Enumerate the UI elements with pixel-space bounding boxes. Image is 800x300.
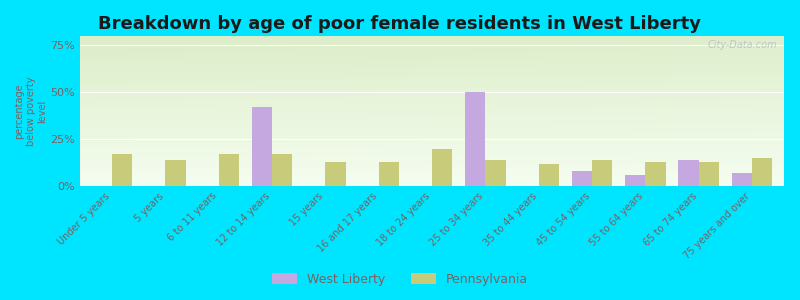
Bar <box>272 154 292 186</box>
Bar <box>378 162 399 186</box>
Bar <box>592 160 612 186</box>
Y-axis label: percentage
below poverty
level: percentage below poverty level <box>14 76 48 146</box>
Legend: West Liberty, Pennsylvania: West Liberty, Pennsylvania <box>267 268 533 291</box>
Bar <box>698 162 719 186</box>
Text: Breakdown by age of poor female residents in West Liberty: Breakdown by age of poor female resident… <box>98 15 702 33</box>
Bar <box>326 162 346 186</box>
Bar <box>486 160 506 186</box>
Bar <box>432 148 452 186</box>
Text: City-Data.com: City-Data.com <box>707 40 777 50</box>
Bar <box>218 154 239 186</box>
Bar <box>252 107 272 186</box>
Bar <box>166 160 186 186</box>
Bar <box>572 171 592 186</box>
Bar <box>538 164 559 186</box>
Bar <box>678 160 698 186</box>
Bar <box>625 175 646 186</box>
Bar <box>465 92 486 186</box>
Bar <box>646 162 666 186</box>
Bar <box>732 173 752 186</box>
Bar <box>112 154 132 186</box>
Bar <box>752 158 772 186</box>
